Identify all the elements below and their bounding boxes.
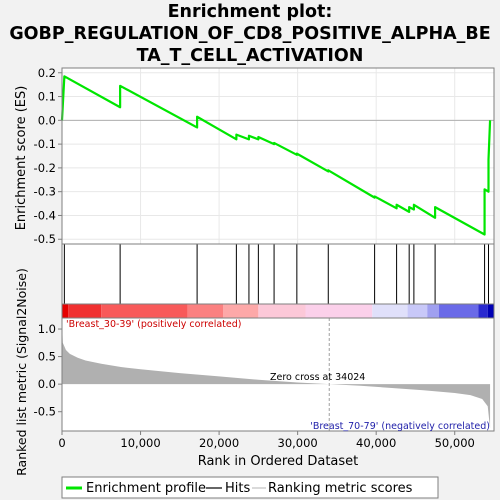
metric-y-tick-label: 0.5: [38, 350, 56, 364]
lower-panel-frame: [61, 243, 495, 432]
x-tick-label: 0: [58, 436, 65, 450]
heatmap-bands: [62, 304, 494, 318]
heatmap-band: [427, 304, 440, 318]
metric-y-axis-label: Ranked list metric (Signal2Noise): [14, 268, 29, 476]
hit-lines: [63, 244, 490, 304]
heatmap-band: [487, 304, 494, 318]
es-y-tick-label: -0.2: [34, 161, 56, 175]
heatmap-band: [372, 304, 408, 318]
heatmap-band: [439, 304, 479, 318]
es-profile-group: [60, 75, 492, 236]
es-y-tick-label: -0.4: [34, 208, 56, 222]
positive-correlation-label: 'Breast_30-39' (positively correlated): [66, 319, 242, 330]
es-y-tick-label: -0.5: [34, 232, 56, 246]
legend-box: [61, 476, 439, 499]
heatmap-band: [407, 304, 428, 318]
heatmap-band: [478, 304, 488, 318]
es-y-tick-label: 0.0: [38, 113, 56, 127]
x-tick-label: 10,000: [120, 436, 160, 450]
heatmap-band: [305, 304, 373, 318]
legend-es-label: Enrichment profile: [86, 481, 206, 496]
es-profile-line: [60, 75, 492, 236]
hits-panel: [62, 244, 494, 304]
metric-area: [62, 320, 491, 429]
es-y-tick-label: -0.3: [34, 185, 56, 199]
metric-y-tick-label: 0.0: [38, 377, 56, 391]
es-panel: [62, 68, 494, 244]
chart-title-line-3: TA_T_CELL_ACTIVATION: [137, 46, 364, 66]
metric-area-group: [62, 320, 491, 429]
x-tick-label: 30,000: [278, 436, 318, 450]
x-tick-label: 40,000: [356, 436, 396, 450]
zero-cross-label: Zero cross at 34024: [270, 372, 365, 383]
heatmap-band: [258, 304, 306, 318]
chart-title-line-1: Enrichment plot:: [168, 2, 333, 22]
metric-y-tick-label: -0.5: [34, 405, 56, 419]
x-axis-label: Rank in Ordered Dataset: [198, 454, 359, 469]
x-tick-label: 20,000: [199, 436, 239, 450]
metric-y-tick-label: 1.0: [38, 322, 56, 336]
legend-metric-label: Ranking metric scores: [268, 481, 413, 496]
heatmap-band: [101, 304, 188, 318]
es-y-axis-label: Enrichment score (ES): [14, 86, 29, 231]
heatmap-band: [68, 304, 102, 318]
heatmap-band: [187, 304, 224, 318]
chart-title-line-2: GOBP_REGULATION_OF_CD8_POSITIVE_ALPHA_BE: [9, 24, 490, 44]
x-tick-label: 50,000: [435, 436, 475, 450]
es-y-tick-label: 0.2: [38, 66, 56, 80]
es-y-tick-label: 0.1: [38, 90, 56, 104]
negative-correlation-label: 'Breast_70-79' (negatively correlated): [310, 421, 490, 432]
heatmap-band: [223, 304, 259, 318]
heatmap-band: [62, 304, 69, 318]
legend-hits-label: Hits: [225, 481, 250, 496]
es-y-tick-label: -0.1: [34, 137, 56, 151]
axis-ticks: 0.2 0.1 0.0 -0.1 -0.2 -0.3 -0.4 -0.5 1.0 0.5 0.0 -0…: [34, 66, 475, 450]
